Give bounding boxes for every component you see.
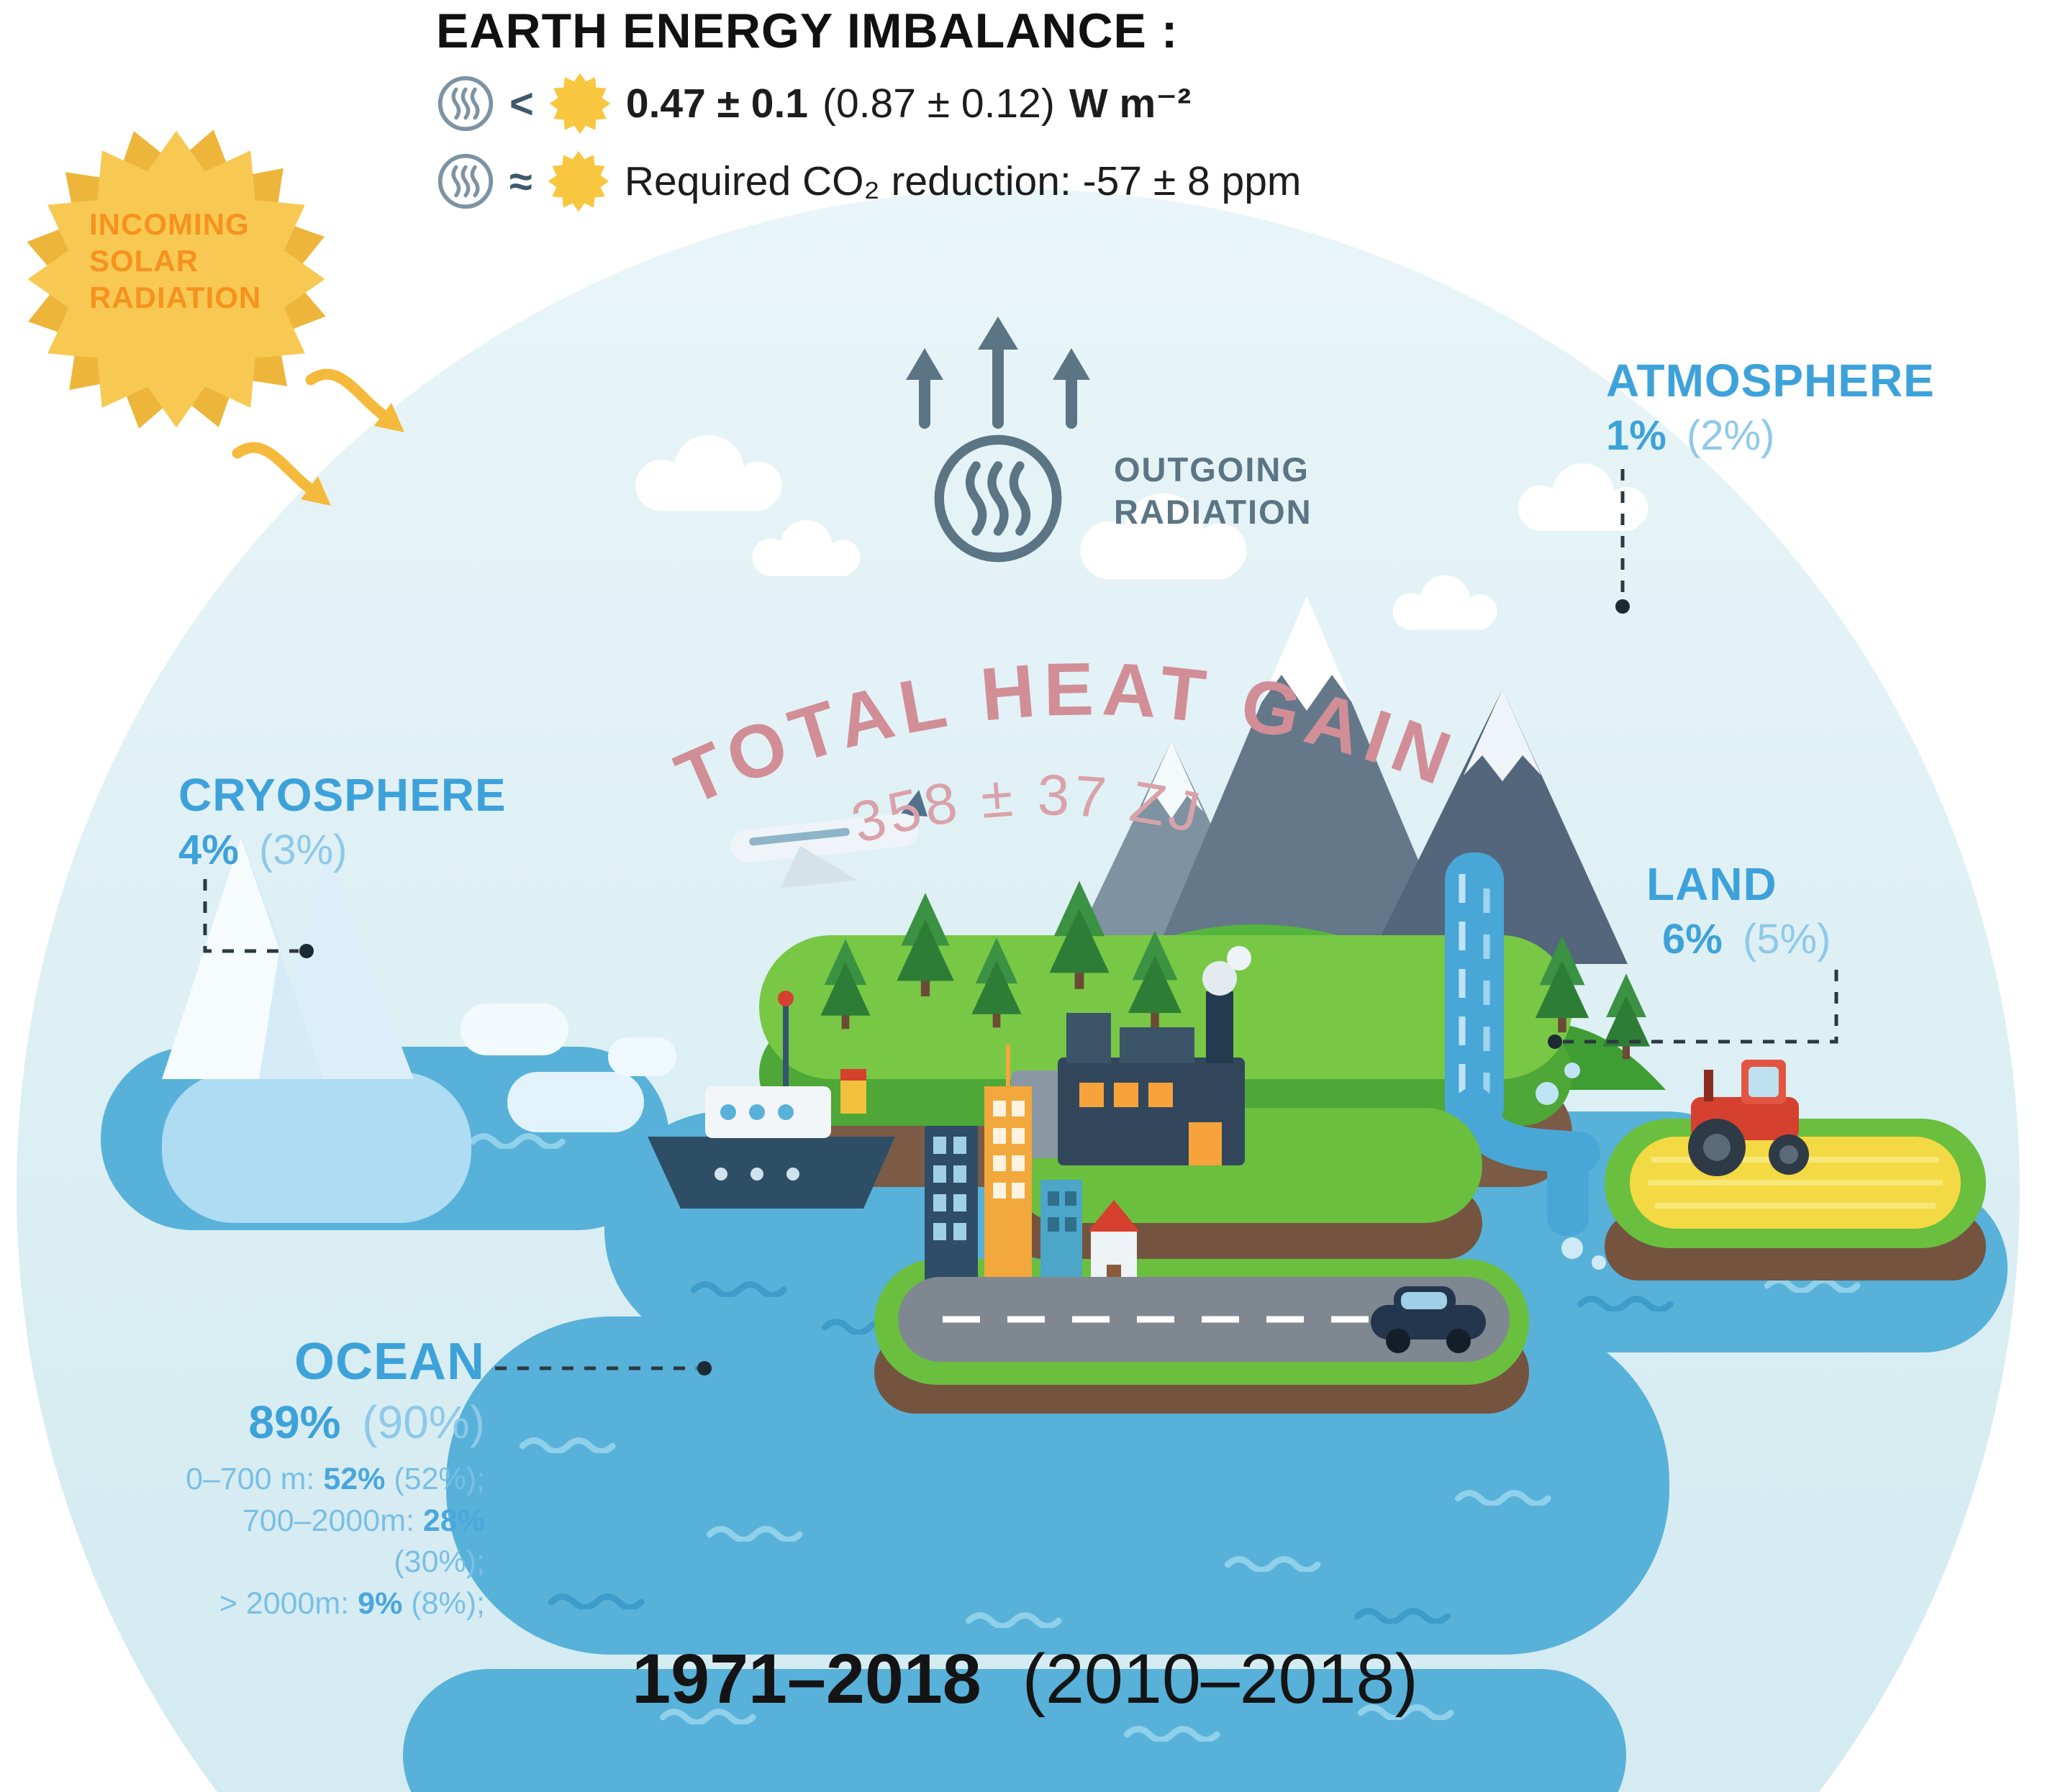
ocean-depth-row: 700–2000m: 28% (30%); bbox=[242, 1503, 485, 1580]
sun-ray-arrows bbox=[232, 368, 404, 506]
connector-dots bbox=[299, 599, 1630, 1375]
city-buildings bbox=[925, 1045, 1140, 1298]
airplane bbox=[731, 789, 928, 888]
outgoing-line-2: RADIATION bbox=[1114, 492, 1312, 531]
iceberg bbox=[162, 838, 676, 1223]
road bbox=[898, 1277, 1510, 1362]
ocean-pct-row: 89% (90%) bbox=[164, 1396, 485, 1449]
page-title: EARTH ENERGY IMBALANCE : bbox=[436, 4, 1179, 58]
land-pct: 6% bbox=[1662, 916, 1723, 963]
period-caption: 1971–2018 (2010–2018) bbox=[0, 1639, 2050, 1719]
ocean-label: OCEAN 89% (90%) 0–700 m: 52% (52%); 700–… bbox=[164, 1332, 485, 1624]
incoming-solar-label: INCOMING SOLAR RADIATION bbox=[89, 206, 261, 317]
outgoing-arrows bbox=[906, 317, 1090, 429]
outgoing-radiation-label: OUTGOING RADIATION bbox=[1114, 449, 1312, 534]
atmosphere-pct-row: 1% (2%) bbox=[1606, 411, 1935, 460]
radiation-icon bbox=[436, 74, 495, 133]
atmosphere-paren: (2%) bbox=[1686, 412, 1775, 459]
imbalance-paren-value: (0.87 ± 0.12) bbox=[822, 81, 1055, 127]
incoming-line-3: RADIATION bbox=[89, 281, 262, 315]
cryosphere-pct: 4% bbox=[178, 827, 239, 873]
sun-icon bbox=[547, 150, 610, 213]
sun-icon bbox=[548, 72, 612, 135]
ocean-depths: 0–700 m: 52% (52%); 700–2000m: 28% (30%)… bbox=[164, 1459, 485, 1624]
cryosphere-paren: (3%) bbox=[258, 827, 348, 873]
imbalance-unit: W m⁻² bbox=[1069, 81, 1192, 127]
atmosphere-label: ATMOSPHERE 1% (2%) bbox=[1606, 354, 1935, 460]
land-label: LAND 6% (5%) bbox=[1646, 858, 1831, 963]
atmosphere-name: ATMOSPHERE bbox=[1606, 355, 1935, 406]
label-connectors bbox=[203, 469, 1838, 1370]
co2-reduction-text: Required CO₂ reduction: -57 ± 8 ppm bbox=[624, 158, 1302, 204]
outgoing-line-1: OUTGOING bbox=[1114, 450, 1310, 488]
radiation-icon bbox=[436, 152, 495, 211]
header: EARTH ENERGY IMBALANCE : < 0.47 ± 0.1 (0… bbox=[436, 3, 1301, 214]
period-bold: 1971–2018 bbox=[632, 1639, 981, 1718]
co2-row: ≈ Required CO₂ reduction: -57 ± 8 ppm bbox=[436, 148, 1301, 214]
mountains bbox=[1065, 596, 1628, 964]
cryosphere-label: CRYOSPHERE 4% (3%) bbox=[178, 768, 507, 874]
less-than-symbol: < bbox=[509, 80, 534, 127]
factory bbox=[1011, 946, 1251, 1165]
cargo-ship bbox=[648, 991, 895, 1209]
ocean-depth-row: 0–700 m: 52% (52%); bbox=[186, 1462, 485, 1496]
imbalance-value: 0.47 ± 0.1 bbox=[625, 81, 809, 127]
cryosphere-connector bbox=[203, 879, 299, 953]
ocean-paren: (90%) bbox=[362, 1396, 485, 1448]
imbalance-row: < 0.47 ± 0.1 (0.87 ± 0.12) W m⁻² bbox=[436, 71, 1301, 137]
tractor bbox=[1688, 1060, 1809, 1176]
land-name: LAND bbox=[1646, 858, 1777, 910]
waterfall-river bbox=[1445, 852, 1606, 1270]
land-paren: (5%) bbox=[1742, 916, 1831, 963]
land-pct-row: 6% (5%) bbox=[1662, 915, 1831, 963]
land-connector bbox=[1563, 970, 1838, 1044]
period-paren: (2010–2018) bbox=[1022, 1639, 1418, 1718]
ocean-name: OCEAN bbox=[294, 1333, 485, 1391]
approx-symbol: ≈ bbox=[509, 158, 532, 205]
atmosphere-pct: 1% bbox=[1606, 412, 1666, 459]
car bbox=[1371, 1286, 1486, 1353]
incoming-line-1: INCOMING bbox=[89, 207, 250, 241]
ocean-pct: 89% bbox=[248, 1396, 341, 1448]
ocean-depth-row: > 2000m: 9% (8%); bbox=[219, 1586, 485, 1621]
cryosphere-name: CRYOSPHERE bbox=[178, 769, 507, 821]
cryosphere-pct-row: 4% (3%) bbox=[178, 826, 507, 874]
incoming-line-2: SOLAR bbox=[89, 244, 199, 278]
